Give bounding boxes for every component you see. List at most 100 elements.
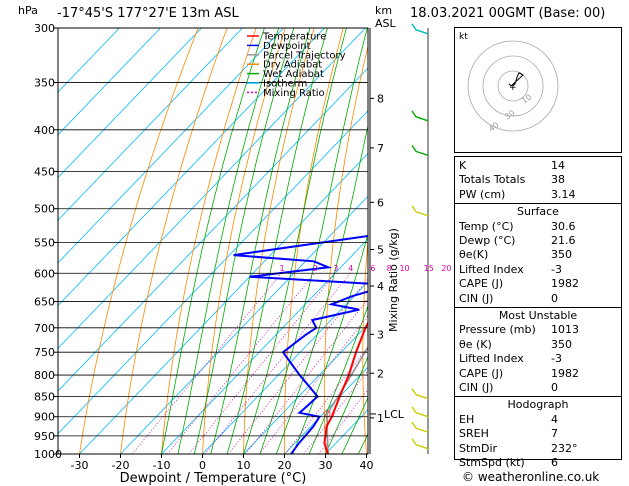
legend-label: Parcel Trajectory — [263, 50, 346, 61]
table-row: CAPE (J) 1982 — [459, 277, 617, 291]
isotherm-line — [58, 110, 368, 435]
row-value: 4 — [551, 412, 558, 426]
hodograph-ring-label: 10 — [520, 92, 534, 105]
km-tick-label: 8 — [377, 92, 384, 105]
mixing-ratio-label: 2 — [313, 264, 318, 273]
mixing-ratio-label: 8 — [387, 264, 392, 273]
row-value: 0 — [551, 291, 558, 305]
table-row: K 14 — [459, 159, 617, 173]
storm-motion-marker: + — [509, 83, 517, 93]
legend-label: Temperature — [262, 32, 326, 43]
section-divider — [455, 307, 621, 308]
legend-label: Mixing Ratio — [263, 88, 325, 99]
x-tick-label: 20 — [278, 459, 292, 472]
wind-barb — [411, 110, 429, 122]
wind-barb — [411, 205, 429, 217]
mixing-ratio-label: 1 — [279, 264, 284, 273]
pressure-tick-label: 850 — [34, 390, 55, 403]
hodograph-ring — [467, 40, 559, 132]
pressure-tick-label: 1000 — [34, 448, 62, 461]
pressure-tick-label: 500 — [34, 203, 55, 216]
pressure-tick-label: 800 — [34, 369, 55, 382]
row-value: 7 — [551, 427, 558, 441]
wet-adiabat-line — [341, 396, 368, 454]
copyright-text: © weatheronline.co.uk — [462, 470, 600, 484]
isotherm-line — [58, 28, 284, 264]
table-row: PW (cm) 3.14 — [459, 188, 617, 202]
wind-barb — [411, 388, 429, 400]
row-label: StmSpd (kt) — [459, 456, 525, 469]
row-value: 1013 — [551, 323, 579, 337]
row-label: CAPE (J) — [459, 366, 504, 380]
wind-barb — [411, 23, 429, 35]
isotherm-line — [58, 28, 325, 307]
pressure-tick-label: 650 — [34, 296, 55, 309]
table-row: Dewp (°C) 21.6 — [459, 234, 617, 248]
isotherm-line — [243, 323, 368, 454]
x-tick-label: 30 — [319, 459, 333, 472]
mixing-ratio-label: 15 — [424, 264, 434, 273]
series-parcel-trajectory — [326, 345, 368, 454]
hodograph-unit-label: kt — [459, 32, 468, 42]
row-label: Pressure (mb) — [459, 323, 536, 337]
section-divider — [455, 396, 621, 398]
isotherm-line — [120, 195, 368, 454]
mixing-ratio-label: 6 — [370, 264, 375, 273]
section-title: Hodograph — [507, 398, 569, 412]
row-value: 1982 — [551, 277, 579, 291]
isotherm-line — [79, 152, 368, 454]
hodograph-ring-label: 40 — [487, 120, 501, 133]
pressure-tick-label: 600 — [34, 267, 55, 280]
row-value: 232° — [551, 441, 578, 455]
legend-label: Dewpoint — [263, 41, 311, 52]
legend-label: Wet Adiabat — [263, 69, 324, 80]
lcl-label: LCL — [384, 408, 405, 421]
wind-barb — [411, 144, 429, 157]
row-label: Lifted Index — [459, 352, 524, 366]
table-row: CIN (J) 0 — [459, 292, 617, 306]
row-value: 3.14 — [551, 187, 576, 201]
row-label: Temp (°C) — [459, 219, 514, 233]
row-value: -3 — [551, 352, 562, 366]
mixing-ratio-label: 20 — [441, 264, 451, 273]
table-row: Pressure (mb) 1013 — [459, 323, 617, 337]
hodograph-ring — [482, 55, 544, 117]
x-tick-label: -20 — [112, 459, 130, 472]
table-row: θe (K) 350 — [459, 338, 617, 352]
row-label: CIN (J) — [459, 291, 494, 305]
isotherm-line — [58, 28, 243, 221]
isotherm-line — [58, 28, 161, 136]
row-label: Totals Totals — [459, 173, 526, 187]
km-tick-label: 6 — [377, 196, 384, 209]
section-title: Most Unstable — [498, 309, 578, 322]
row-value: 350 — [551, 337, 572, 351]
wind-barb — [411, 438, 429, 450]
row-value: 6 — [551, 456, 558, 469]
table-row: Totals Totals 38 — [459, 173, 617, 187]
isotherm-line — [284, 366, 368, 454]
wet-adiabat-line — [325, 355, 368, 454]
km-unit-label: km — [375, 4, 393, 17]
row-label: PW (cm) — [459, 187, 506, 201]
pressure-unit-label: hPa — [18, 4, 38, 17]
wet-adiabat-line — [308, 304, 368, 454]
asl-unit-label: ASL — [375, 17, 396, 30]
table-row: StmSpd (kt) 6 — [459, 456, 617, 470]
mixing-ratio-line — [258, 314, 368, 454]
pressure-tick-label: 400 — [34, 124, 55, 137]
km-tick-label: 2 — [377, 367, 384, 380]
isotherm-line — [58, 28, 202, 179]
mixing-ratio-line — [166, 273, 316, 454]
indices-table: K 14 Totals Totals 38 PW (cm) 3.14 Surface Temp… — [454, 156, 622, 469]
x-tick-label: -30 — [71, 459, 89, 472]
mixing-ratio-label: 10 — [399, 264, 409, 273]
pressure-tick-label: 900 — [34, 411, 55, 424]
plot-frame — [57, 27, 369, 455]
row-value: 38 — [551, 173, 565, 187]
hodograph-panel: kt 10 30 40 + — [454, 27, 622, 153]
row-value: 0 — [551, 381, 558, 394]
pressure-tick-label: 300 — [34, 22, 55, 35]
row-label: StmDir — [459, 441, 498, 455]
